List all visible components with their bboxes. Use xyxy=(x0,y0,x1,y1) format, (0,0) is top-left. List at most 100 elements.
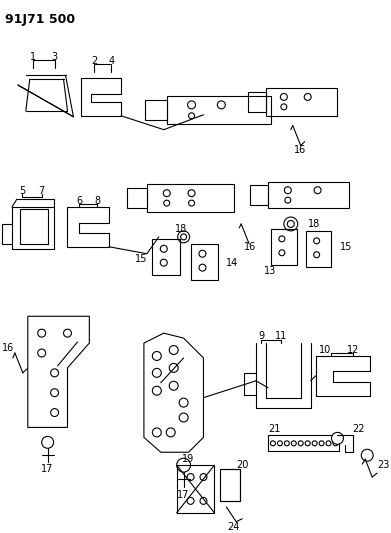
Circle shape xyxy=(314,252,319,258)
Text: 21: 21 xyxy=(268,424,280,434)
Bar xyxy=(221,469,240,501)
Bar xyxy=(306,231,332,266)
Circle shape xyxy=(200,474,207,481)
Circle shape xyxy=(298,441,303,446)
Circle shape xyxy=(179,413,188,422)
Circle shape xyxy=(178,231,190,243)
Text: 12: 12 xyxy=(347,345,359,355)
Text: 5: 5 xyxy=(19,186,25,196)
Circle shape xyxy=(319,441,324,446)
Circle shape xyxy=(152,368,161,377)
Text: 8: 8 xyxy=(94,196,100,206)
Text: 4: 4 xyxy=(108,56,114,66)
Circle shape xyxy=(50,369,59,377)
Circle shape xyxy=(333,441,338,446)
Circle shape xyxy=(285,197,291,203)
Circle shape xyxy=(50,389,59,397)
Circle shape xyxy=(160,245,167,252)
Text: 18: 18 xyxy=(308,219,320,229)
Circle shape xyxy=(164,200,170,206)
Circle shape xyxy=(152,428,161,437)
Text: 1: 1 xyxy=(30,52,36,62)
Text: 16: 16 xyxy=(2,343,14,353)
Text: 17: 17 xyxy=(178,490,190,500)
Text: 17: 17 xyxy=(41,464,54,474)
Text: 18: 18 xyxy=(174,224,187,234)
Circle shape xyxy=(188,200,195,206)
Circle shape xyxy=(326,441,331,446)
Circle shape xyxy=(187,474,194,481)
Circle shape xyxy=(312,441,317,446)
Bar xyxy=(266,88,337,116)
Bar xyxy=(268,435,339,451)
Circle shape xyxy=(152,351,161,360)
Text: 20: 20 xyxy=(236,460,249,470)
Circle shape xyxy=(177,458,190,472)
Circle shape xyxy=(188,190,195,197)
Circle shape xyxy=(50,409,59,416)
Circle shape xyxy=(163,190,170,197)
Bar xyxy=(250,185,268,205)
Circle shape xyxy=(169,364,178,373)
Text: 3: 3 xyxy=(52,52,57,62)
Text: 13: 13 xyxy=(264,265,276,276)
Circle shape xyxy=(332,432,343,445)
Text: 15: 15 xyxy=(135,254,147,264)
Circle shape xyxy=(280,93,287,100)
Circle shape xyxy=(287,221,294,228)
Text: 19: 19 xyxy=(183,454,195,464)
Circle shape xyxy=(187,497,194,504)
Circle shape xyxy=(304,93,311,100)
Text: 16: 16 xyxy=(294,144,306,155)
Text: 11: 11 xyxy=(275,331,287,341)
Bar xyxy=(268,182,350,208)
Circle shape xyxy=(291,441,296,446)
Text: 23: 23 xyxy=(377,460,389,470)
Circle shape xyxy=(38,329,46,337)
Text: 24: 24 xyxy=(227,522,239,532)
Circle shape xyxy=(305,441,310,446)
Text: 15: 15 xyxy=(341,242,353,252)
Circle shape xyxy=(63,329,72,337)
Bar xyxy=(167,96,271,124)
Circle shape xyxy=(166,428,175,437)
Text: 7: 7 xyxy=(39,186,45,196)
Circle shape xyxy=(279,250,285,256)
Bar xyxy=(127,188,147,208)
Circle shape xyxy=(281,104,287,110)
Circle shape xyxy=(314,238,319,244)
Text: 22: 22 xyxy=(352,424,365,434)
Circle shape xyxy=(279,236,285,242)
Circle shape xyxy=(284,217,298,231)
Text: 6: 6 xyxy=(76,196,83,206)
Circle shape xyxy=(42,437,54,448)
Circle shape xyxy=(199,264,206,271)
Circle shape xyxy=(38,349,46,357)
Circle shape xyxy=(284,187,291,193)
Text: 16: 16 xyxy=(244,242,256,252)
Bar xyxy=(190,244,218,279)
Circle shape xyxy=(181,234,187,240)
Circle shape xyxy=(169,345,178,354)
Circle shape xyxy=(179,398,188,407)
Circle shape xyxy=(314,187,321,193)
Circle shape xyxy=(361,449,373,461)
Text: 2: 2 xyxy=(91,56,97,66)
Circle shape xyxy=(188,101,196,109)
Bar xyxy=(248,92,266,112)
Text: 14: 14 xyxy=(226,257,239,268)
Circle shape xyxy=(284,441,289,446)
Circle shape xyxy=(200,497,207,504)
Circle shape xyxy=(169,381,178,390)
Text: 9: 9 xyxy=(258,331,264,341)
Text: 91J71 500: 91J71 500 xyxy=(5,13,75,26)
Circle shape xyxy=(277,441,282,446)
Bar xyxy=(271,229,297,265)
Text: 10: 10 xyxy=(319,345,332,355)
Circle shape xyxy=(199,251,206,257)
Bar xyxy=(145,100,167,120)
Circle shape xyxy=(152,386,161,395)
Circle shape xyxy=(188,113,195,119)
Bar xyxy=(147,184,234,212)
Circle shape xyxy=(271,441,275,446)
